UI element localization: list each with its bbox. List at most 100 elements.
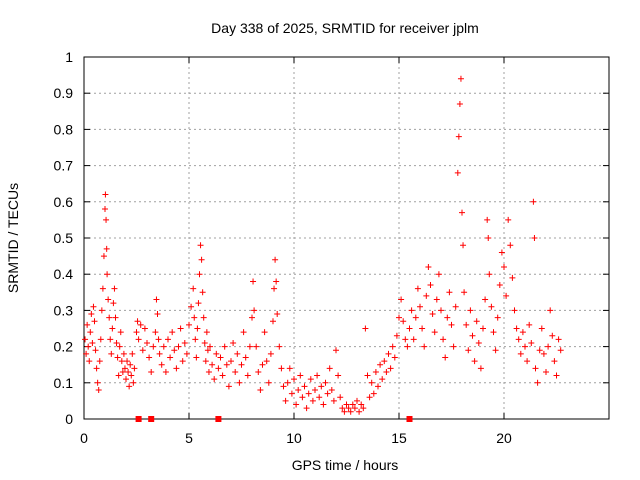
data-point bbox=[429, 311, 436, 318]
data-point bbox=[202, 358, 209, 365]
data-point bbox=[328, 387, 335, 394]
data-point bbox=[165, 336, 171, 343]
data-point bbox=[150, 343, 157, 350]
data-point bbox=[467, 307, 474, 314]
data-point bbox=[200, 314, 207, 321]
data-point bbox=[457, 75, 464, 82]
data-point bbox=[490, 329, 497, 336]
data-point bbox=[278, 365, 285, 372]
data-point bbox=[175, 343, 182, 350]
data-point bbox=[364, 372, 371, 379]
data-point bbox=[498, 249, 505, 256]
data-point bbox=[215, 365, 222, 372]
data-point bbox=[204, 347, 211, 354]
data-point bbox=[450, 343, 457, 350]
data-point bbox=[197, 242, 204, 249]
data-point bbox=[305, 390, 312, 397]
data-point bbox=[444, 314, 451, 321]
data-point bbox=[330, 397, 337, 404]
y-axis-label: SRMTID / TECUs bbox=[5, 183, 21, 293]
data-point bbox=[148, 368, 155, 375]
data-point bbox=[110, 300, 117, 307]
data-point bbox=[234, 350, 241, 357]
data-point bbox=[368, 379, 375, 386]
outage-marker bbox=[215, 416, 222, 422]
data-point bbox=[87, 329, 94, 336]
data-point bbox=[89, 339, 96, 346]
data-point bbox=[492, 347, 499, 354]
data-point bbox=[127, 361, 134, 368]
data-point bbox=[225, 383, 232, 390]
data-point bbox=[129, 350, 136, 357]
data-point bbox=[538, 325, 545, 332]
data-point bbox=[273, 278, 280, 285]
data-point bbox=[438, 307, 444, 314]
data-point bbox=[183, 350, 190, 357]
data-point bbox=[199, 289, 206, 296]
data-point bbox=[391, 354, 398, 361]
data-point bbox=[309, 397, 316, 404]
data-point bbox=[345, 405, 352, 412]
data-point bbox=[195, 300, 202, 307]
data-point bbox=[295, 387, 302, 394]
data-point bbox=[446, 289, 453, 296]
data-point bbox=[117, 329, 124, 336]
y-tick-labels: 0 0.1 0.2 0.3 0.4 0.5 0.6 0.7 0.8 0.9 1 bbox=[54, 49, 74, 427]
data-point bbox=[238, 361, 245, 368]
data-point bbox=[221, 343, 228, 350]
y-tick-label: 0.3 bbox=[54, 302, 74, 318]
data-point bbox=[465, 347, 472, 354]
outage-marker bbox=[135, 416, 142, 422]
data-point bbox=[320, 401, 327, 408]
data-point bbox=[375, 383, 381, 390]
data-point bbox=[154, 311, 161, 318]
data-point bbox=[393, 332, 400, 339]
data-point bbox=[549, 332, 556, 339]
data-point bbox=[326, 365, 333, 372]
data-point bbox=[540, 350, 547, 357]
data-point bbox=[135, 336, 142, 343]
data-point bbox=[404, 343, 411, 350]
data-point bbox=[475, 339, 482, 346]
data-points bbox=[82, 75, 564, 415]
data-point bbox=[280, 383, 287, 390]
data-point bbox=[448, 321, 455, 328]
data-point bbox=[356, 408, 363, 415]
data-point bbox=[181, 339, 188, 346]
data-point bbox=[109, 325, 116, 332]
data-point bbox=[120, 350, 127, 357]
data-point bbox=[102, 206, 108, 213]
data-point bbox=[402, 336, 409, 343]
data-point bbox=[217, 354, 224, 361]
data-point bbox=[125, 368, 132, 375]
data-point bbox=[398, 296, 405, 303]
data-point bbox=[139, 347, 146, 354]
outage-marker bbox=[148, 416, 155, 422]
data-point bbox=[86, 358, 93, 365]
data-point bbox=[536, 347, 543, 354]
data-point bbox=[193, 354, 200, 361]
data-point bbox=[236, 379, 243, 386]
data-point bbox=[341, 408, 348, 415]
data-point bbox=[389, 343, 396, 350]
y-tick-label: 0.7 bbox=[54, 158, 74, 174]
data-point bbox=[146, 354, 153, 361]
data-point bbox=[370, 390, 377, 397]
data-point bbox=[92, 347, 99, 354]
data-point bbox=[276, 343, 283, 350]
data-point bbox=[530, 198, 537, 205]
axis-ticks bbox=[83, 56, 609, 420]
data-point bbox=[246, 343, 253, 350]
data-point bbox=[484, 216, 491, 223]
data-point bbox=[303, 405, 310, 412]
data-point bbox=[524, 358, 531, 365]
data-point bbox=[207, 343, 213, 350]
data-point bbox=[111, 285, 118, 292]
data-point bbox=[460, 242, 467, 249]
data-point bbox=[480, 325, 486, 332]
data-point bbox=[396, 314, 402, 321]
data-point bbox=[102, 191, 109, 198]
data-point bbox=[463, 321, 470, 328]
x-tick-label: 5 bbox=[185, 430, 193, 446]
